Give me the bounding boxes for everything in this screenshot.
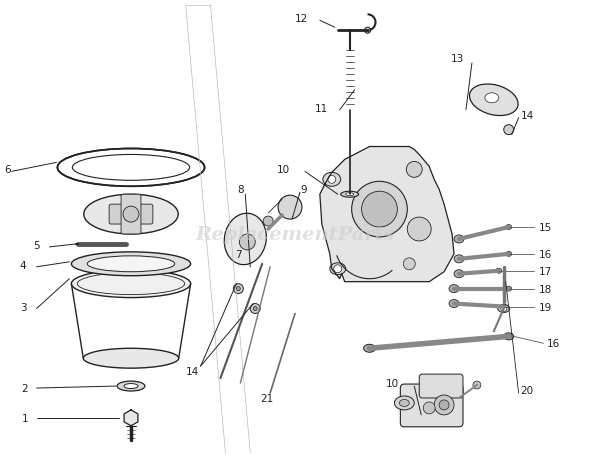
Ellipse shape <box>73 155 189 181</box>
Ellipse shape <box>454 255 464 263</box>
Circle shape <box>278 196 302 219</box>
Ellipse shape <box>346 193 353 196</box>
Ellipse shape <box>124 384 138 389</box>
Text: 10: 10 <box>386 378 399 388</box>
Text: 21: 21 <box>260 393 273 403</box>
FancyBboxPatch shape <box>401 384 463 427</box>
Text: 9: 9 <box>300 185 307 195</box>
Ellipse shape <box>330 263 346 275</box>
Circle shape <box>352 182 407 237</box>
Circle shape <box>334 265 342 273</box>
Text: 16: 16 <box>546 339 560 348</box>
Text: 20: 20 <box>520 385 534 395</box>
Circle shape <box>404 258 415 270</box>
Ellipse shape <box>501 304 507 309</box>
Circle shape <box>234 284 243 294</box>
Polygon shape <box>124 410 138 426</box>
Text: 6: 6 <box>4 165 11 175</box>
Ellipse shape <box>84 195 178 235</box>
Ellipse shape <box>87 256 175 272</box>
Circle shape <box>501 306 507 312</box>
Circle shape <box>328 176 336 184</box>
Text: 1: 1 <box>22 413 28 423</box>
Ellipse shape <box>506 286 512 291</box>
Ellipse shape <box>449 285 459 293</box>
Ellipse shape <box>422 377 460 389</box>
Ellipse shape <box>363 345 375 353</box>
Text: 14: 14 <box>186 366 199 376</box>
Text: 5: 5 <box>34 241 40 250</box>
Circle shape <box>362 192 398 228</box>
Text: 16: 16 <box>539 249 552 259</box>
Text: 12: 12 <box>294 14 308 24</box>
Text: 14: 14 <box>520 111 534 120</box>
Circle shape <box>473 381 481 389</box>
Text: 15: 15 <box>539 223 552 233</box>
Text: 11: 11 <box>314 104 328 113</box>
Ellipse shape <box>485 94 499 104</box>
Circle shape <box>423 402 435 414</box>
Ellipse shape <box>71 252 191 276</box>
Ellipse shape <box>365 28 371 34</box>
Ellipse shape <box>449 300 459 308</box>
Polygon shape <box>320 147 454 282</box>
Circle shape <box>263 217 273 227</box>
Text: 3: 3 <box>19 302 27 312</box>
Ellipse shape <box>224 214 266 265</box>
Ellipse shape <box>340 192 359 198</box>
Circle shape <box>253 307 257 311</box>
Ellipse shape <box>117 381 145 391</box>
Circle shape <box>240 235 255 250</box>
Text: 19: 19 <box>539 302 552 312</box>
Circle shape <box>434 395 454 415</box>
Ellipse shape <box>496 269 502 274</box>
Ellipse shape <box>83 348 179 369</box>
Text: 4: 4 <box>19 260 27 270</box>
Text: 10: 10 <box>277 165 290 175</box>
Circle shape <box>504 125 514 135</box>
Ellipse shape <box>454 270 464 278</box>
Circle shape <box>407 162 422 178</box>
FancyBboxPatch shape <box>121 195 141 235</box>
Circle shape <box>250 304 260 314</box>
Circle shape <box>123 207 139 223</box>
Ellipse shape <box>506 252 512 257</box>
Ellipse shape <box>323 173 340 187</box>
Ellipse shape <box>470 85 518 116</box>
Circle shape <box>407 218 431 241</box>
Text: 8: 8 <box>237 185 244 195</box>
Ellipse shape <box>454 235 464 243</box>
Ellipse shape <box>399 400 409 407</box>
Ellipse shape <box>57 149 205 187</box>
Text: 2: 2 <box>22 383 28 393</box>
FancyBboxPatch shape <box>419 374 463 398</box>
FancyBboxPatch shape <box>109 205 153 224</box>
Ellipse shape <box>506 225 512 230</box>
Ellipse shape <box>498 305 510 313</box>
Ellipse shape <box>394 396 414 410</box>
Text: 17: 17 <box>539 266 552 276</box>
Text: 18: 18 <box>539 284 552 294</box>
Ellipse shape <box>504 333 514 340</box>
Text: 13: 13 <box>451 54 464 64</box>
Circle shape <box>439 400 449 410</box>
Text: ReplacementParts: ReplacementParts <box>195 225 395 243</box>
Circle shape <box>237 287 240 291</box>
Ellipse shape <box>71 270 191 298</box>
Text: 7: 7 <box>235 249 242 259</box>
